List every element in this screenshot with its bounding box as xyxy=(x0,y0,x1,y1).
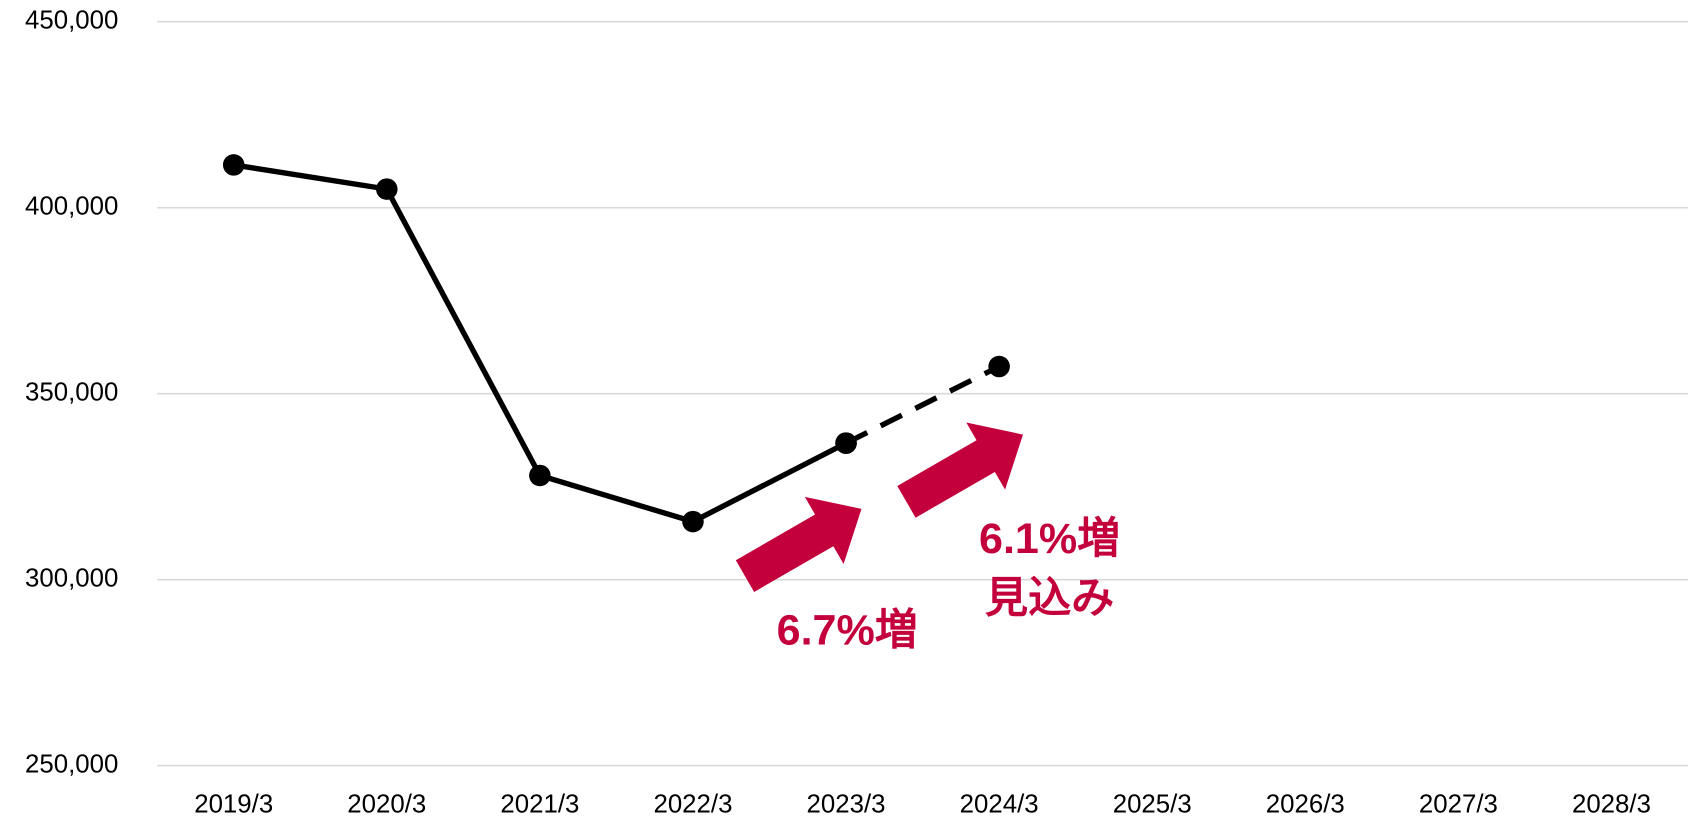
plot: 250,000 300,000 350,000 400,000 450,000 2019/… xyxy=(25,7,1688,818)
x-tick-label: 2026/3 xyxy=(1266,790,1345,818)
point xyxy=(376,178,398,200)
growth-arrow xyxy=(735,496,862,592)
x-tick-label: 2019/3 xyxy=(194,790,273,818)
annotation: 6.1%増 xyxy=(979,515,1120,563)
y-tick-label: 400,000 xyxy=(25,193,118,221)
annotation: 6.7%増 xyxy=(777,607,918,655)
x-tick-label: 2028/3 xyxy=(1572,790,1651,818)
line xyxy=(844,364,1001,446)
point xyxy=(682,510,704,533)
x-tick-label: 2027/3 xyxy=(1419,790,1498,818)
point xyxy=(988,355,1010,378)
point xyxy=(222,154,245,176)
point xyxy=(835,432,857,454)
x-tick-label: 2022/3 xyxy=(653,790,732,818)
annotation: 見込み xyxy=(985,574,1114,622)
y-tick-label: 300,000 xyxy=(25,564,118,592)
x-tick-label: 2020/3 xyxy=(347,790,426,818)
point xyxy=(529,464,551,487)
growth-arrow xyxy=(897,422,1023,518)
x-tick-label: 2024/3 xyxy=(960,790,1039,818)
x-tick-label: 2025/3 xyxy=(1113,790,1192,818)
y-tick-label: 450,000 xyxy=(25,7,118,35)
x-tick-label: 2021/3 xyxy=(500,790,579,818)
x-tick-label: 2023/3 xyxy=(807,790,886,818)
y-tick-label: 250,000 xyxy=(25,750,118,778)
y-tick-label: 350,000 xyxy=(25,378,118,406)
